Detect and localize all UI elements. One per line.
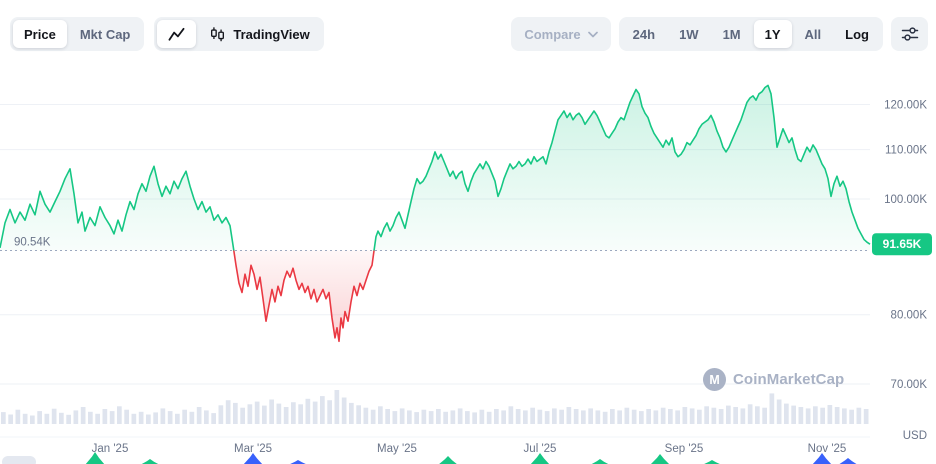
price-line-up [0,84,871,251]
navigator-peak [650,454,670,464]
chart-type-toggle: TradingView [154,17,324,51]
svg-text:91.65K: 91.65K [883,237,922,251]
log-scale-toggle[interactable]: Log [845,26,869,42]
line-chart-button[interactable] [157,20,197,48]
range-1m-button[interactable]: 1M [722,26,741,42]
compare-button[interactable]: Compare [511,17,611,51]
compare-label: Compare [524,26,581,42]
range-all-button[interactable]: All [804,26,822,42]
navigator-peak [290,460,306,464]
candlestick-icon [209,26,226,43]
navigator-handle[interactable] [2,456,36,464]
watermark-text: CoinMarketCap [733,371,845,388]
x-axis-label: Jan '25 [92,443,129,455]
y-axis-label: 110.00K [885,145,927,157]
time-range-toggle: 24h 1W 1M 1Y All Log [618,17,883,51]
navigator-peak [243,453,263,464]
coinmarketcap-logo-icon: M [703,368,726,391]
metric-toggle: Price Mkt Cap [10,17,145,51]
range-1y-button[interactable]: 1Y [753,20,792,48]
volume-bars [1,390,869,424]
y-axis-label: 80.00K [891,310,928,322]
chevron-down-icon [587,31,598,38]
range-navigator[interactable] [2,452,858,464]
watermark: M CoinMarketCap [703,368,844,391]
tradingview-button[interactable]: TradingView [198,20,320,48]
range-1w-button[interactable]: 1W [679,26,699,42]
navigator-peak [704,460,720,464]
navigator-peak [85,452,105,464]
line-chart-icon [168,27,185,42]
svg-text:M: M [709,373,719,387]
navigator-peak [812,453,832,464]
x-axis-label: Nov '25 [808,443,847,455]
navigator-peak [141,459,159,464]
sliders-icon [901,25,919,43]
y-axis-label: 120.00K [884,100,927,112]
y-axis-label: 70.00K [891,379,928,391]
chart-toolbar: Price Mkt Cap TradingView Comp [10,17,928,51]
navigator-peak [530,453,550,464]
range-24h-button[interactable]: 24h [632,26,656,42]
tradingview-label: TradingView [233,26,310,42]
navigator-peak [439,456,457,464]
current-price-badge: 91.65K [872,233,932,256]
y-axis-label: 100.00K [884,194,927,206]
navigator-peak [591,459,609,464]
x-axis-label: Sep '25 [665,443,704,455]
usd-unit-label: USD [903,430,927,442]
x-axis-label: Jul '25 [524,443,557,455]
mktcap-button[interactable]: Mkt Cap [79,26,131,42]
navigator-peak [839,458,857,464]
x-axis-label: May '25 [377,443,417,455]
price-area-below-baseline [233,250,375,342]
chart-settings-button[interactable] [891,17,928,51]
x-axis-label: Mar '25 [234,443,272,455]
price-area-above-baseline [0,85,870,251]
price-button[interactable]: Price [13,20,67,48]
baseline-label: 90.54K [14,237,51,249]
